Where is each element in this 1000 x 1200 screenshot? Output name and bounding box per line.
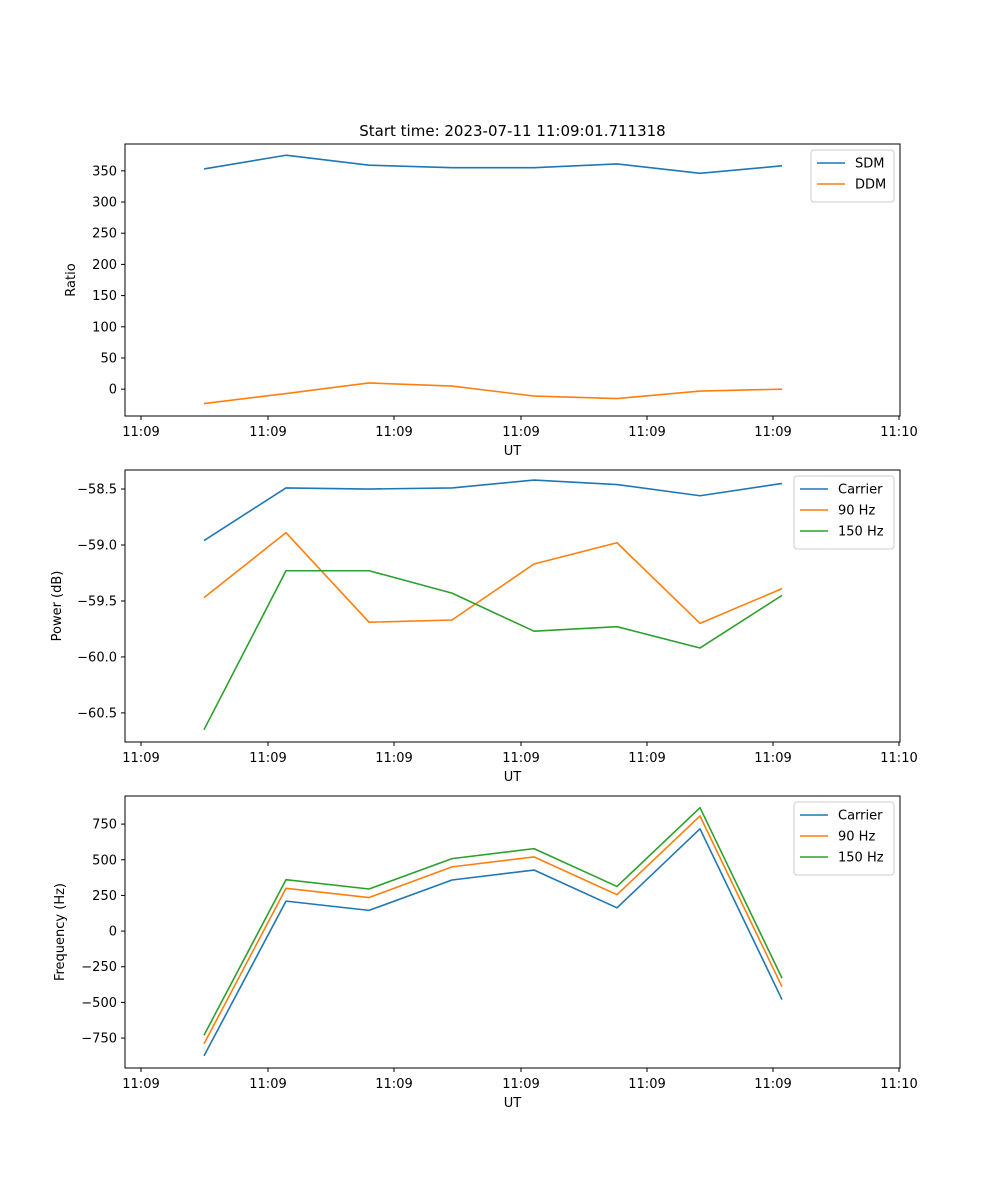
y-tick-label: 50 — [100, 351, 117, 366]
legend: Carrier 90 Hz 150 Hz — [793, 475, 895, 550]
y-tick-label: −59.5 — [77, 594, 117, 609]
y-tick-label: 200 — [92, 258, 117, 273]
chart-title: Start time: 2023-07-11 11:09:01.711318 — [359, 122, 665, 140]
x-tick-label: 11:10 — [880, 425, 917, 440]
y-tick-label: 350 — [92, 164, 117, 179]
x-axis-label: UT — [504, 444, 522, 459]
x-tick-label: 11:09 — [628, 425, 665, 440]
x-tick-label: 11:09 — [754, 751, 791, 766]
y-tick-label: −58.5 — [77, 483, 117, 498]
legend-entry: 150 Hz — [838, 525, 884, 540]
y-tick-label: 150 — [92, 289, 117, 304]
y-tick-label: 250 — [92, 889, 117, 904]
legend: SDM DDM — [810, 149, 895, 203]
legend-entry: 90 Hz — [838, 504, 875, 519]
series-line-carrier — [203, 479, 783, 542]
series-line-150-hz — [203, 806, 783, 1036]
x-tick-label: 11:09 — [628, 751, 665, 766]
legend-entry: Carrier — [838, 483, 883, 498]
series-line-ddm — [203, 382, 783, 405]
x-tick-label: 11:09 — [502, 751, 539, 766]
axes-frame — [124, 143, 901, 417]
y-tick-label: 300 — [92, 196, 117, 211]
y-axis-label: Power (dB) — [50, 571, 65, 642]
x-tick-label: 11:09 — [375, 1077, 412, 1092]
x-tick-label: 11:09 — [122, 751, 159, 766]
x-tick-label: 11:10 — [880, 751, 917, 766]
y-tick-label: −750 — [81, 1032, 117, 1047]
x-tick-label: 11:09 — [249, 751, 286, 766]
y-tick-label: 250 — [92, 227, 117, 242]
x-tick-label: 11:09 — [249, 1077, 286, 1092]
chart-panel-1: Start time: 2023-07-11 11:09:01.711318 11… — [64, 122, 918, 459]
y-tick-label: 100 — [92, 320, 117, 335]
y-tick-label: 500 — [92, 853, 117, 868]
y-tick-label: −60.0 — [77, 650, 117, 665]
series-line-sdm — [203, 154, 783, 175]
axes-frame — [124, 469, 901, 743]
series-line-90-hz — [203, 531, 783, 625]
x-tick-label: 11:09 — [375, 425, 412, 440]
x-tick-label: 11:09 — [502, 1077, 539, 1092]
x-tick-label: 11:09 — [375, 751, 412, 766]
x-tick-label: 11:09 — [249, 425, 286, 440]
y-tick-label: 0 — [109, 925, 117, 940]
x-axis-label: UT — [504, 770, 522, 785]
chart-panel-3: 11:09 11:09 11:09 11:09 11:09 11:09 11:10 −750 −… — [53, 795, 918, 1111]
legend-entry: DDM — [855, 178, 886, 193]
y-tick-label: −250 — [81, 960, 117, 975]
y-tick-label: 750 — [92, 818, 117, 833]
chart-panel-2: 11:09 11:09 11:09 11:09 11:09 11:09 11:10 −58.5… — [50, 469, 918, 785]
series-line-150-hz — [203, 569, 783, 731]
y-tick-label: −500 — [81, 996, 117, 1011]
x-tick-label: 11:09 — [122, 425, 159, 440]
axes-frame — [124, 795, 901, 1069]
legend: Carrier 90 Hz 150 Hz — [793, 801, 895, 876]
x-tick-label: 11:09 — [754, 1077, 791, 1092]
legend-entry: SDM — [855, 157, 884, 172]
y-axis-label: Ratio — [64, 263, 79, 296]
x-tick-label: 11:09 — [628, 1077, 665, 1092]
y-tick-label: −59.0 — [77, 538, 117, 553]
y-tick-label: 0 — [109, 383, 117, 398]
y-tick-label: −60.5 — [77, 706, 117, 721]
x-tick-label: 11:09 — [122, 1077, 159, 1092]
x-tick-label: 11:10 — [880, 1077, 917, 1092]
x-axis-label: UT — [504, 1096, 522, 1111]
x-tick-label: 11:09 — [502, 425, 539, 440]
x-tick-label: 11:09 — [754, 425, 791, 440]
legend-entry: 90 Hz — [838, 830, 875, 845]
series-line-90-hz — [203, 815, 783, 1045]
legend-entry: 150 Hz — [838, 851, 884, 866]
series-line-carrier — [203, 828, 783, 1057]
y-axis-label: Frequency (Hz) — [53, 883, 68, 981]
legend-entry: Carrier — [838, 809, 883, 824]
